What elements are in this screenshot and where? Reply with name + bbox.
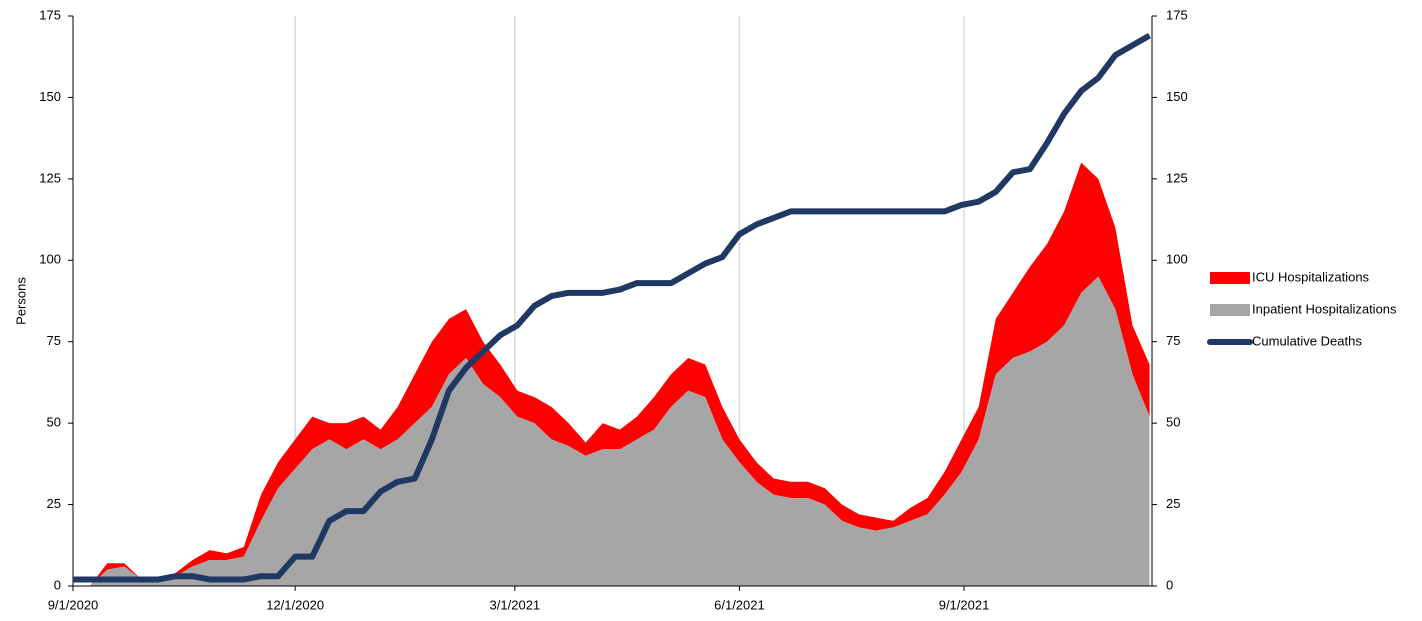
y2-tick-label: 75 <box>1166 333 1180 348</box>
y-tick-label: 50 <box>47 415 61 430</box>
legend-label: ICU Hospitalizations <box>1252 269 1370 284</box>
x-tick-label: 3/1/2021 <box>490 597 541 612</box>
legend-label: Cumulative Deaths <box>1252 333 1362 348</box>
line <box>73 32 1152 583</box>
y-tick-label: 175 <box>39 7 61 22</box>
y-axis-label: Persons <box>13 277 28 325</box>
y-tick-label: 150 <box>39 89 61 104</box>
x-tick-label: 9/1/2020 <box>48 597 99 612</box>
y-tick-label: 100 <box>39 252 61 267</box>
y2-tick-label: 25 <box>1166 496 1180 511</box>
y2-tick-label: 0 <box>1166 577 1173 592</box>
y2-tick-label: 175 <box>1166 7 1188 22</box>
legend-swatch <box>1210 304 1250 316</box>
legend-label: Inpatient Hospitalizations <box>1252 301 1397 316</box>
x-tick-label: 6/1/2021 <box>714 597 765 612</box>
y2-tick-label: 50 <box>1166 415 1180 430</box>
x-tick-label: 12/1/2020 <box>266 597 324 612</box>
legend-swatch <box>1210 272 1250 284</box>
area <box>73 276 1150 586</box>
y2-tick-label: 100 <box>1166 252 1188 267</box>
y-tick-label: 25 <box>47 496 61 511</box>
y-tick-label: 75 <box>47 333 61 348</box>
y-tick-label: 125 <box>39 170 61 185</box>
x-tick-label: 9/1/2021 <box>939 597 990 612</box>
y-tick-label: 0 <box>54 577 61 592</box>
y2-tick-label: 150 <box>1166 89 1188 104</box>
y2-tick-label: 125 <box>1166 170 1188 185</box>
